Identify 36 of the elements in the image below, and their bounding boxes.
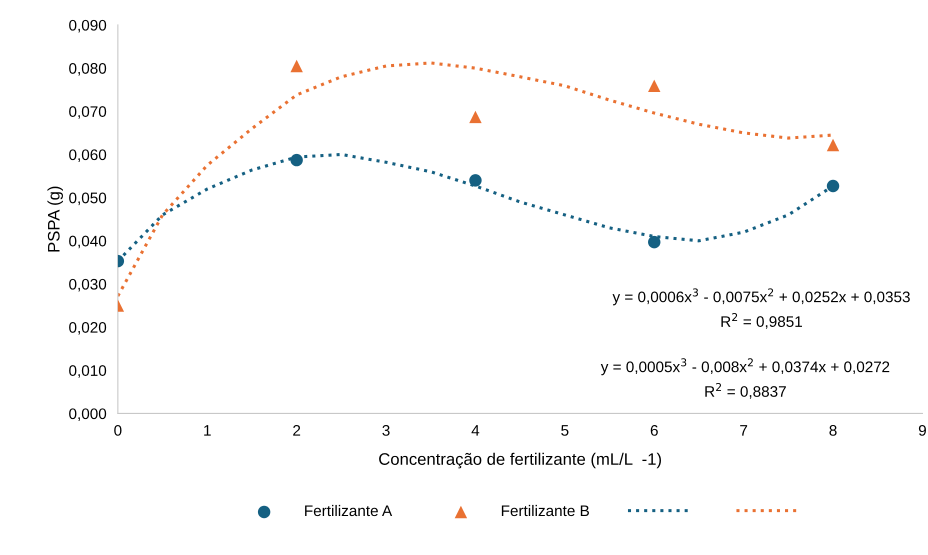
y-tick-label: 0,040 bbox=[69, 236, 106, 248]
annotation: y = 0,0005x$^{3}$ - 0,008x$^{2}$ + 0,0374x + 0,0272 bbox=[600, 358, 890, 376]
point bbox=[826, 180, 840, 192]
y-tick-label: 0,010 bbox=[69, 365, 106, 378]
x-tick-label: 4 bbox=[472, 425, 480, 436]
x-tick-label: 5 bbox=[561, 425, 568, 436]
x-tick-label: 0 bbox=[114, 424, 122, 436]
point bbox=[648, 80, 660, 92]
annotation: y = 0,0006x$^{3}$ - 0,0075x$^{2}$ + 0,0252x + 0,0353 bbox=[612, 288, 910, 306]
point bbox=[469, 110, 482, 124]
y-tick-label: 0,050 bbox=[69, 192, 106, 206]
x-tick-label: 9 bbox=[918, 424, 926, 436]
x-tick-label: 1 bbox=[204, 425, 211, 436]
point bbox=[290, 154, 303, 166]
annotation: R$^{2}$ = 0,8837 bbox=[705, 382, 786, 399]
y-tick-label: 0,070 bbox=[69, 106, 106, 119]
y-axis-title: PSPA (g) bbox=[47, 186, 63, 252]
x-axis-title: Concentração de fertilizante (mL/L -1) bbox=[379, 452, 662, 468]
annotation: R$^{2}$ = 0,9851 bbox=[721, 313, 802, 329]
legend-label: Fertilizante B bbox=[502, 504, 589, 516]
y-tick-label: 0,090 bbox=[69, 20, 106, 32]
x-tick-label: 2 bbox=[293, 424, 300, 436]
point bbox=[826, 138, 840, 152]
point bbox=[648, 236, 660, 248]
x-tick-label: 8 bbox=[829, 424, 837, 436]
y-tick-label: 0,030 bbox=[69, 278, 106, 292]
x-tick-label: 3 bbox=[382, 424, 390, 436]
x-tick-label: 6 bbox=[650, 424, 658, 436]
y-tick-label: 0,000 bbox=[69, 408, 106, 421]
x-tick-label: 7 bbox=[740, 425, 748, 436]
y-tick-label: 0,020 bbox=[69, 322, 106, 335]
point bbox=[290, 60, 303, 72]
point bbox=[469, 174, 482, 187]
y-tick-label: 0,060 bbox=[69, 149, 106, 162]
y-tick-label: 0,080 bbox=[69, 63, 106, 76]
legend-label: Fertilizante A bbox=[305, 504, 392, 516]
